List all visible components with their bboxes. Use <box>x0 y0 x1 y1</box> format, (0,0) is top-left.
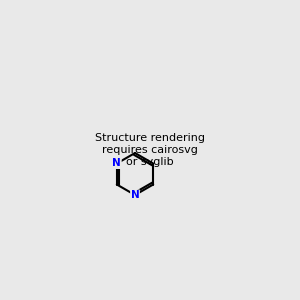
Text: N: N <box>112 158 121 169</box>
Text: N: N <box>130 190 140 200</box>
Text: Structure rendering
requires cairosvg
or svglib: Structure rendering requires cairosvg or… <box>95 134 205 166</box>
